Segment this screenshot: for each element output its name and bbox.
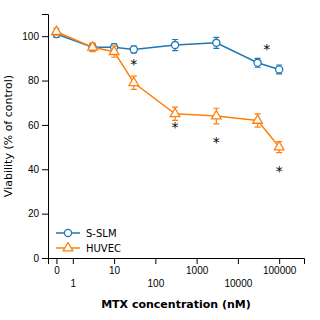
y-tick-mark (42, 36, 48, 37)
legend-label: S-SLM (86, 228, 117, 239)
series-line (56, 34, 279, 69)
point (52, 26, 62, 34)
y-tick-mark (42, 214, 48, 215)
y-tick: 0 (33, 253, 48, 264)
y-axis-line (42, 15, 49, 259)
y-tick-mark (42, 258, 48, 259)
point (88, 42, 98, 50)
significance-star: * (172, 119, 179, 135)
y-tick: 100 (22, 31, 48, 42)
x-tick-label: 0 (54, 265, 60, 276)
chart: 0110100100010000100000020406080100Viabil… (0, 0, 320, 320)
x-axis: 01 10 100 1000 10000 100000 (49, 258, 305, 289)
legend-label: HUVEC (86, 243, 121, 254)
error-bar (172, 40, 178, 51)
y-tick-label: 0 (33, 253, 39, 264)
significance-star: * (213, 134, 220, 150)
y-tick-label: 80 (28, 75, 40, 86)
error-bar (131, 46, 137, 53)
point (213, 39, 220, 46)
marks (52, 26, 284, 152)
significance-star: * (276, 163, 283, 179)
x-tick: 100000 (263, 258, 297, 276)
legend-item: HUVEC (56, 242, 121, 253)
point (130, 46, 137, 53)
y-tick: 20 (28, 208, 48, 219)
y-tick-mark (42, 125, 48, 126)
y-tick: 40 (28, 164, 48, 175)
x-tick: 100 (148, 258, 165, 289)
x-axis-title: MTX concentration (nM) (101, 298, 251, 311)
legend-swatch-marker (64, 229, 71, 236)
x-axis-line (49, 259, 305, 265)
point (171, 41, 178, 48)
point (254, 59, 261, 66)
x-tick-label: 100 (148, 278, 165, 289)
error-bar (276, 65, 282, 74)
x-tick: 1000 (186, 258, 209, 276)
x-tick: 1 (71, 258, 77, 289)
point (212, 110, 222, 118)
x-tick-label: 1 (71, 278, 77, 289)
y-tick: 80 (28, 75, 48, 86)
annotations: * * * * * (130, 41, 282, 179)
y-axis: 0 20 40 60 80 100 (22, 15, 48, 264)
y-tick-mark (42, 81, 48, 82)
point (253, 115, 263, 123)
y-tick: 60 (28, 120, 48, 131)
plot: 0110100100010000100000020406080100Viabil… (2, 15, 305, 312)
x-tick-mark (279, 258, 280, 264)
error-bar (255, 58, 261, 67)
legend-swatch-marker (63, 242, 73, 250)
point (109, 46, 119, 54)
y-axis-title: Viability (% of control) (2, 75, 15, 197)
legend-item: S-SLM (56, 228, 117, 239)
x-tick-mark (238, 258, 239, 264)
y-tick-label: 100 (22, 31, 39, 42)
point (170, 108, 180, 116)
significance-star: * (263, 41, 270, 57)
x-tick-mark (197, 258, 198, 264)
y-tick-label: 60 (28, 120, 40, 131)
x-tick-mark (56, 258, 57, 264)
x-tick-label: 10000 (224, 278, 252, 289)
x-tick: 0 (54, 258, 60, 276)
point (274, 142, 284, 150)
series (52, 26, 284, 152)
y-tick-label: 20 (28, 208, 40, 219)
x-tick-label: 1000 (186, 265, 209, 276)
x-tick-label: 10 (109, 265, 121, 276)
x-tick-mark (155, 258, 156, 264)
x-tick-mark (73, 258, 74, 264)
series (53, 30, 283, 73)
legend: S-SLM HUVEC (56, 228, 121, 254)
significance-star: * (130, 56, 137, 72)
x-tick-label: 100000 (263, 265, 297, 276)
x-tick: 10 (109, 258, 121, 276)
y-tick-mark (42, 169, 48, 170)
error-bar (213, 37, 219, 48)
point (276, 66, 283, 73)
x-tick: 10000 (224, 258, 252, 289)
x-tick-mark (114, 258, 115, 264)
y-tick-label: 40 (28, 164, 40, 175)
series-line (56, 32, 279, 147)
point (129, 77, 139, 85)
